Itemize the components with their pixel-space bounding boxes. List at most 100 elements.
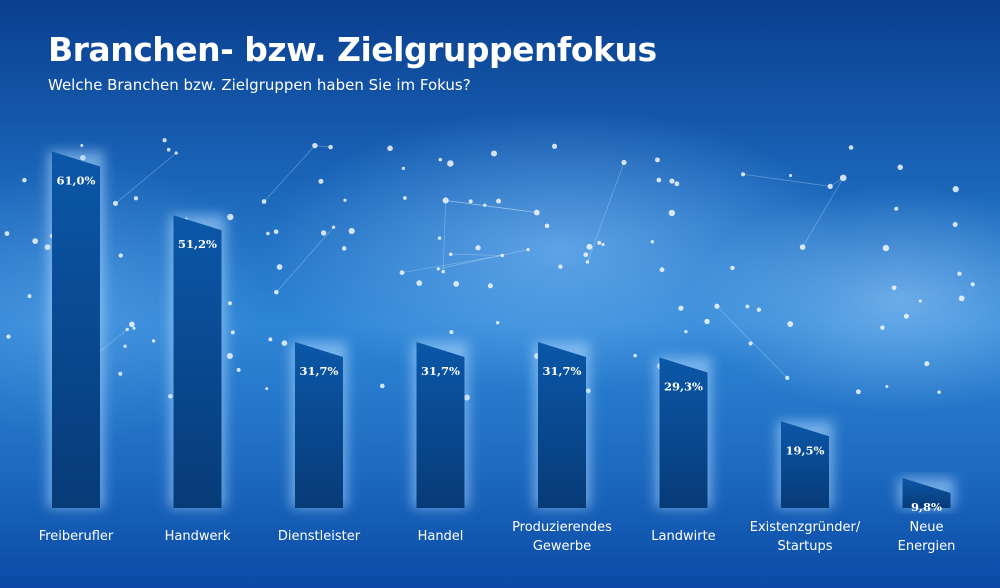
network-dot — [730, 265, 735, 271]
value-label: 31,7% — [543, 364, 582, 378]
network-dot — [704, 318, 710, 325]
network-dot — [583, 252, 589, 258]
network-dot — [894, 206, 899, 211]
network-dot — [475, 245, 481, 251]
network-dot — [6, 334, 11, 339]
network-dot — [659, 267, 665, 273]
category-label: Dienstleister — [278, 529, 361, 544]
network-dot — [490, 150, 498, 157]
category-label: Existenzgründer/ — [750, 520, 861, 535]
network-dot — [756, 307, 762, 312]
value-label: 31,7% — [300, 364, 339, 378]
network-dot — [668, 209, 676, 217]
network-dot — [787, 321, 794, 327]
network-dot — [745, 304, 750, 309]
network-line — [450, 253, 503, 256]
category-label: Gewerbe — [533, 539, 591, 554]
network-dot — [174, 151, 178, 155]
network-dot — [848, 145, 854, 150]
network-dot — [401, 166, 405, 170]
network-dot — [274, 289, 279, 295]
network-dot — [22, 177, 27, 183]
network-dot — [281, 340, 288, 346]
network-dot — [827, 183, 833, 189]
network-dot — [891, 285, 897, 291]
network-dot — [399, 270, 405, 275]
network-dot — [441, 269, 445, 274]
network-dot — [447, 160, 454, 167]
category-label: Startups — [777, 539, 832, 554]
network-dot — [487, 283, 493, 289]
network-line — [438, 249, 529, 270]
network-line — [115, 152, 177, 204]
network-dot — [918, 299, 922, 303]
network-dot — [276, 264, 283, 270]
network-dot — [656, 177, 662, 183]
network-dot — [436, 267, 440, 271]
network-dot — [261, 199, 267, 204]
network-dot — [442, 197, 449, 204]
network-dot — [740, 172, 746, 177]
network-dot — [544, 223, 550, 229]
network-dot — [312, 142, 318, 149]
network-dot — [125, 327, 129, 332]
category-label: Energien — [898, 539, 956, 554]
network-dot — [669, 178, 675, 184]
network-dot — [151, 339, 156, 343]
network-dot — [416, 280, 423, 286]
network-line — [802, 177, 844, 248]
network-dot — [227, 213, 234, 221]
network-dot — [273, 229, 279, 234]
network-dot — [684, 330, 688, 334]
category-label: Handel — [418, 529, 464, 544]
network-dot — [633, 353, 637, 358]
network-line — [587, 162, 625, 263]
network-line — [445, 200, 537, 213]
network-dot — [483, 203, 487, 207]
network-dot — [123, 344, 127, 348]
network-dot — [785, 375, 790, 380]
network-dot — [621, 159, 627, 166]
network-dot — [437, 236, 442, 240]
network-dot — [266, 231, 270, 236]
network-dot — [348, 227, 355, 235]
network-line — [445, 200, 537, 213]
network-dot — [328, 144, 333, 150]
network-dot — [789, 173, 793, 178]
network-dot — [585, 260, 590, 264]
network-dot — [495, 321, 500, 325]
network-dot — [403, 196, 407, 200]
network-dot — [880, 325, 885, 330]
bar — [902, 478, 951, 508]
category-label: Handwerk — [165, 529, 231, 544]
network-dot — [714, 303, 720, 309]
value-label: 31,7% — [421, 364, 460, 378]
network-dot — [112, 200, 118, 206]
network-dot — [341, 246, 347, 251]
network-dot — [855, 389, 861, 395]
network-dot — [166, 147, 171, 152]
network-dot — [27, 294, 32, 299]
network-dot — [320, 230, 327, 236]
network-dot — [387, 145, 393, 152]
network-line — [742, 173, 831, 187]
network-dot — [970, 282, 975, 287]
bar — [52, 151, 100, 508]
network-dot — [551, 143, 558, 149]
network-dot — [897, 164, 903, 171]
network-dot — [678, 305, 684, 311]
category-label: Landwirte — [651, 529, 715, 544]
value-label: 9,8% — [911, 500, 942, 514]
network-dot — [601, 242, 605, 247]
network-dot — [654, 157, 660, 163]
category-label: Produzierendes — [512, 520, 612, 535]
network-dot — [558, 264, 563, 269]
chart-title: Branchen- bzw. Zielgruppenfokus — [48, 30, 657, 69]
value-label: 19,5% — [786, 443, 825, 457]
network-dot — [230, 330, 235, 335]
network-dot — [674, 181, 680, 187]
network-dot — [227, 301, 232, 306]
network-dot — [226, 352, 233, 360]
network-dot — [80, 143, 84, 147]
